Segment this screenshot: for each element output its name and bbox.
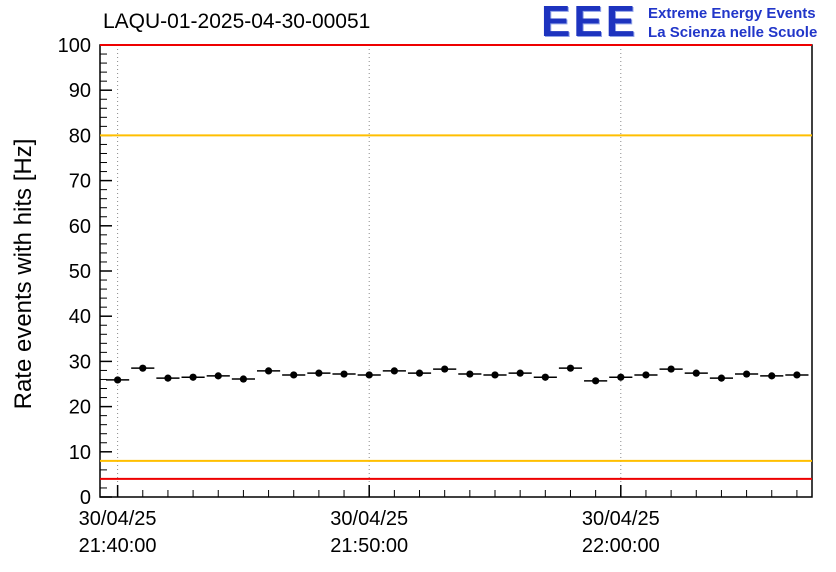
x-tick-label-time: 21:50:00: [330, 535, 408, 557]
x-tick-label-time: 22:00:00: [582, 535, 660, 557]
eee-logo-text: EEE: [541, 0, 639, 46]
y-tick-label: 20: [69, 397, 91, 419]
data-point: [239, 375, 248, 383]
y-tick-label: 40: [69, 306, 91, 328]
data-point: [491, 371, 499, 379]
x-tick-label-time: 21:40:00: [79, 535, 157, 557]
data-point: [793, 371, 801, 379]
y-axis-label: Rate events with hits [Hz]: [10, 138, 37, 410]
x-tick-label-date: 30/04/25: [330, 508, 408, 530]
eee-logo: EEE Extreme Energy Events La Scienza nel…: [541, 0, 817, 46]
x-tick-label-date: 30/04/25: [79, 508, 157, 530]
data-point: [768, 372, 776, 380]
data-point: [692, 369, 700, 377]
data-point: [617, 373, 625, 381]
data-point: [290, 371, 298, 379]
x-tick-label-date: 30/04/25: [582, 508, 660, 530]
y-tick-label: 90: [69, 80, 91, 102]
data-point: [642, 371, 650, 379]
data-point: [365, 371, 373, 379]
eee-logo-caption: Extreme Energy Events La Scienza nelle S…: [648, 4, 817, 42]
data-point: [516, 369, 524, 377]
data-point: [114, 376, 122, 384]
y-tick-label: 80: [69, 125, 91, 147]
data-point: [264, 367, 273, 375]
y-tick-label: 60: [69, 216, 91, 238]
data-point: [717, 374, 726, 382]
data-point: [189, 373, 197, 381]
data-point: [415, 369, 424, 377]
y-tick-label: 30: [69, 351, 91, 373]
data-point: [441, 365, 449, 373]
data-point: [592, 377, 600, 385]
data-point: [214, 372, 222, 380]
data-point: [466, 370, 474, 378]
plot-frame: [99, 44, 813, 498]
y-tick-label: 100: [58, 35, 91, 57]
y-tick-label: 70: [69, 171, 91, 193]
data-point: [541, 373, 549, 381]
data-point: [340, 370, 348, 378]
y-tick-label: 50: [69, 261, 91, 283]
data-point: [164, 374, 172, 382]
eee-logo-caption-line2: La Scienza nelle Scuole: [648, 24, 818, 41]
data-point: [742, 370, 751, 378]
eee-logo-caption-line1: Extreme Energy Events: [648, 5, 816, 22]
y-tick-label: 0: [80, 487, 91, 509]
data-point: [566, 364, 575, 372]
data-point: [315, 369, 323, 377]
data-point: [139, 364, 147, 372]
data-point: [390, 367, 398, 375]
y-tick-label: 10: [69, 442, 91, 464]
data-point: [667, 365, 675, 373]
page-title: LAQU-01-2025-04-30-00051: [103, 10, 371, 33]
